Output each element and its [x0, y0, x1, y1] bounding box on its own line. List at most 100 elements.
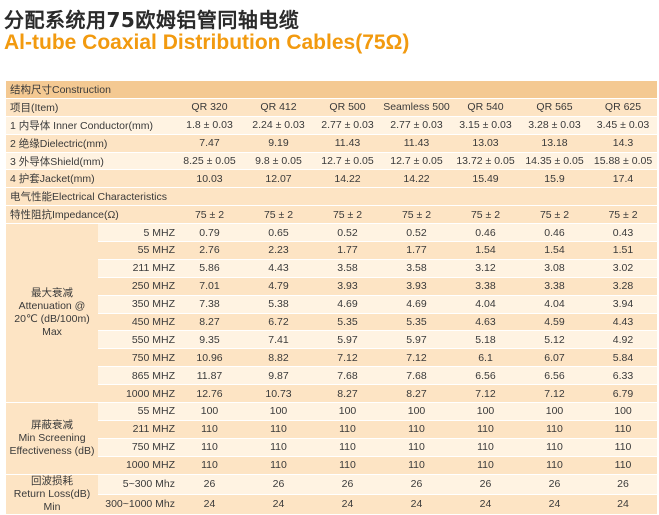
- construction-header: 结构尺寸Construction: [6, 81, 658, 99]
- value-cell: 4.63: [451, 313, 520, 332]
- value-cell: 24: [244, 494, 313, 515]
- value-cell: 110: [520, 438, 589, 457]
- value-cell: 110: [382, 438, 451, 457]
- attenuation-label-cn: 最大衰减: [31, 287, 73, 300]
- value-cell: 6.56: [451, 366, 520, 386]
- value-cell: 9.8 ± 0.05: [244, 152, 313, 171]
- value-cell: 5.84: [589, 348, 658, 368]
- value-cell: 75 ± 2: [451, 205, 520, 225]
- value-cell: 26: [520, 473, 589, 495]
- value-cell: 7.01: [175, 277, 244, 296]
- value-cell: 2.76: [175, 241, 244, 260]
- attenuation-row: 55 MHZ 2.76 2.23 1.77 1.77 1.54 1.54 1.51: [6, 241, 658, 260]
- value-cell: 12.7 ± 0.05: [313, 152, 382, 171]
- construction-row: 1 内导体 Inner Conductor(mm) 1.8 ± 0.03 2.24 …: [6, 116, 658, 135]
- value-cell: 26: [313, 473, 382, 495]
- value-cell: 110: [244, 438, 313, 457]
- value-cell: 15.88 ± 0.05: [589, 152, 658, 171]
- value-cell: 0.46: [520, 223, 589, 243]
- value-cell: 0.43: [589, 223, 658, 243]
- value-cell: 24: [589, 494, 658, 515]
- value-cell: 5.38: [244, 295, 313, 314]
- construction-row: 2 绝缘Dielectric(mm) 7.47 9.19 11.43 11.43 13.0…: [6, 134, 658, 153]
- value-cell: 10.73: [244, 384, 313, 404]
- value-cell: 110: [589, 420, 658, 439]
- value-cell: 4.69: [313, 295, 382, 314]
- value-cell: 14.22: [313, 169, 382, 189]
- value-cell: 5.35: [382, 313, 451, 332]
- value-cell: 26: [589, 473, 658, 495]
- construction-row-label: 1 内导体 Inner Conductor(mm): [6, 116, 175, 135]
- value-cell: 2.23: [244, 241, 313, 260]
- frequency-label: 750 MHZ: [98, 348, 175, 368]
- value-cell: 24: [313, 494, 382, 515]
- value-cell: 1.77: [313, 241, 382, 260]
- value-cell: 24: [175, 494, 244, 515]
- value-cell: 13.18: [520, 134, 589, 153]
- value-cell: 2.77 ± 0.03: [382, 116, 451, 135]
- frequency-label: 250 MHZ: [98, 277, 175, 296]
- value-cell: 11.43: [313, 134, 382, 153]
- frequency-label: 5 MHZ: [98, 223, 175, 243]
- frequency-label: 300~1000 Mhz: [98, 494, 175, 515]
- electrical-header-row: 电气性能Electrical Characteristics: [6, 187, 658, 207]
- value-cell: 110: [244, 420, 313, 439]
- screening-label-cn: 屏蔽衰减: [31, 418, 73, 431]
- value-cell: 1.8 ± 0.03: [175, 116, 244, 135]
- frequency-label: 550 MHZ: [98, 330, 175, 350]
- attenuation-row: 最大衰减 Attenuation @ 20℃ (dB/100m) Max 5 MHZ…: [6, 223, 658, 404]
- attenuation-row: 550 MHZ 9.35 7.41 5.97 5.97 5.18 5.12 4.92: [6, 330, 658, 350]
- value-cell: 7.47: [175, 134, 244, 153]
- value-cell: 26: [451, 473, 520, 495]
- model-header: QR 540: [451, 98, 520, 117]
- return-loss-label-en: Return Loss(dB) Min: [13, 487, 91, 513]
- value-cell: 75 ± 2: [589, 205, 658, 225]
- value-cell: 110: [589, 456, 658, 475]
- frequency-label: 211 MHZ: [98, 420, 175, 439]
- frequency-label: 55 MHZ: [98, 402, 175, 421]
- value-cell: 13.72 ± 0.05: [451, 152, 520, 171]
- value-cell: 1.77: [382, 241, 451, 260]
- frequency-label: 55 MHZ: [98, 241, 175, 260]
- attenuation-row: 750 MHZ 10.96 8.82 7.12 7.12 6.1 6.07 5.84: [6, 348, 658, 368]
- value-cell: 0.79: [175, 223, 244, 243]
- frequency-label: 211 MHZ: [98, 259, 175, 278]
- value-cell: 100: [382, 402, 451, 421]
- value-cell: 9.87: [244, 366, 313, 386]
- construction-row-label: 2 绝缘Dielectric(mm): [6, 134, 175, 153]
- value-cell: 1.54: [451, 241, 520, 260]
- model-header: QR 565: [520, 98, 589, 117]
- impedance-label: 特性阻抗Impedance(Ω): [6, 205, 175, 225]
- value-cell: 7.38: [175, 295, 244, 314]
- value-cell: 110: [382, 456, 451, 475]
- return-loss-group-label: 回波损耗 Return Loss(dB) Min: [6, 473, 98, 515]
- value-cell: 24: [451, 494, 520, 515]
- model-header: QR 412: [244, 98, 313, 117]
- value-cell: 0.46: [451, 223, 520, 243]
- value-cell: 3.38: [520, 277, 589, 296]
- value-cell: 3.28: [589, 277, 658, 296]
- value-cell: 15.49: [451, 169, 520, 189]
- frequency-label: 750 MHZ: [98, 438, 175, 457]
- return-loss-row: 回波损耗 Return Loss(dB) Min 5~300 Mhz 26 26 26 26…: [6, 473, 658, 515]
- frequency-label: 5~300 Mhz: [98, 473, 175, 495]
- construction-row-label: 4 护套Jacket(mm): [6, 169, 175, 189]
- value-cell: 26: [382, 473, 451, 495]
- value-cell: 14.22: [382, 169, 451, 189]
- value-cell: 110: [244, 456, 313, 475]
- screening-row: 屏蔽衰减 Min Screening Effectiveness (dB) 55 M…: [6, 402, 658, 475]
- value-cell: 5.12: [520, 330, 589, 350]
- value-cell: 100: [589, 402, 658, 421]
- value-cell: 7.41: [244, 330, 313, 350]
- value-cell: 12.07: [244, 169, 313, 189]
- value-cell: 75 ± 2: [175, 205, 244, 225]
- value-cell: 3.12: [451, 259, 520, 278]
- value-cell: 11.87: [175, 366, 244, 386]
- value-cell: 15.9: [520, 169, 589, 189]
- value-cell: 5.97: [382, 330, 451, 350]
- value-cell: 7.12: [382, 348, 451, 368]
- value-cell: 4.92: [589, 330, 658, 350]
- value-cell: 3.58: [313, 259, 382, 278]
- frequency-label: 350 MHZ: [98, 295, 175, 314]
- value-cell: 10.96: [175, 348, 244, 368]
